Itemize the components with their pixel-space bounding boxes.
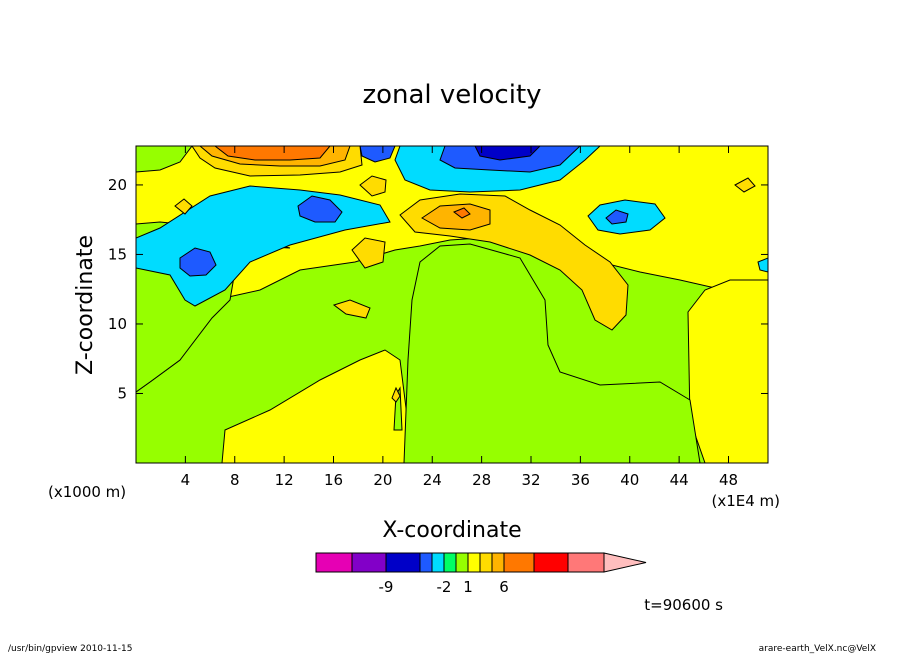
x-tick-label: 16 (324, 471, 343, 489)
region-warm-small4 (332, 299, 371, 319)
colorbar-box (431, 552, 445, 573)
x-axis: 4 8 12 16 20 24 28 32 36 40 44 48 (181, 146, 738, 489)
region-darkorange-topleft (214, 146, 331, 161)
x-tick-label: 8 (230, 471, 240, 489)
x-tick-label: 40 (620, 471, 639, 489)
colorbar-box (351, 552, 387, 573)
footer-right: arare-earth_VelX.nc@VelX (759, 644, 876, 654)
chart-title: zonal velocity (362, 80, 541, 110)
y-tick-label: 10 (108, 315, 127, 333)
y-axis: 5 10 15 20 (108, 176, 768, 402)
colorbar-box (385, 552, 421, 573)
y-axis-label: Z-coordinate (73, 235, 98, 375)
region-warm-small3 (351, 237, 386, 269)
region-yellow-right (687, 279, 768, 463)
x-tick-label: 44 (670, 471, 689, 489)
colorbar-box (315, 552, 353, 573)
colorbar-box (567, 552, 605, 573)
region-darkorange-center (452, 207, 471, 219)
x-tick-label: 4 (181, 471, 191, 489)
colorbar-label: -9 (379, 578, 394, 596)
region-warm-small2 (174, 198, 193, 215)
plot-area (136, 146, 768, 463)
time-label: t=90600 s (644, 596, 723, 614)
region-cyan-edge (757, 257, 768, 273)
colorbar-label: 1 (463, 578, 473, 596)
x-tick-label: 28 (472, 471, 491, 489)
colorbar-box (419, 552, 433, 573)
colorbar-box (443, 552, 457, 573)
region-blue-right (605, 209, 629, 225)
colorbar-box (467, 552, 481, 573)
x-tick-label: 20 (373, 471, 392, 489)
colorbar-box (491, 552, 505, 573)
colorbar-box (455, 552, 469, 573)
colorbar-extend-arrow (603, 552, 647, 573)
x-tick-label: 48 (719, 471, 738, 489)
footer-left: /usr/bin/gpview 2010-11-15 (8, 644, 132, 654)
x-axis-label: X-coordinate (382, 518, 521, 543)
region-orange-center (421, 203, 491, 231)
x-unit-right: (x1E4 m) (711, 492, 780, 510)
y-tick-label: 5 (117, 384, 127, 402)
region-blue-mid (297, 195, 343, 223)
colorbar-box (503, 552, 535, 573)
colorbar-label: 6 (499, 578, 509, 596)
x-tick-label: 12 (275, 471, 294, 489)
region-green-topleft (136, 146, 193, 173)
y-tick-label: 15 (108, 245, 127, 263)
colorbar-box (533, 552, 569, 573)
colorbar-box (479, 552, 493, 573)
region-warm-small1 (359, 175, 387, 197)
region-blue-top2 (359, 146, 396, 163)
x-tick-label: 36 (571, 471, 590, 489)
x-tick-label: 32 (521, 471, 540, 489)
region-blue-left (179, 247, 217, 277)
y-tick-label: 20 (108, 176, 127, 194)
plot-frame (135, 145, 769, 464)
region-warm-edge (734, 177, 756, 193)
x-unit-left: (x1000 m) (48, 483, 126, 501)
region-deepblue-top (474, 146, 541, 161)
colorbar-label: -2 (437, 578, 452, 596)
region-spike-core (391, 386, 401, 403)
region-green-center (403, 243, 701, 463)
x-tick-label: 24 (423, 471, 442, 489)
colorbar: -9 -2 1 6 (315, 552, 647, 596)
